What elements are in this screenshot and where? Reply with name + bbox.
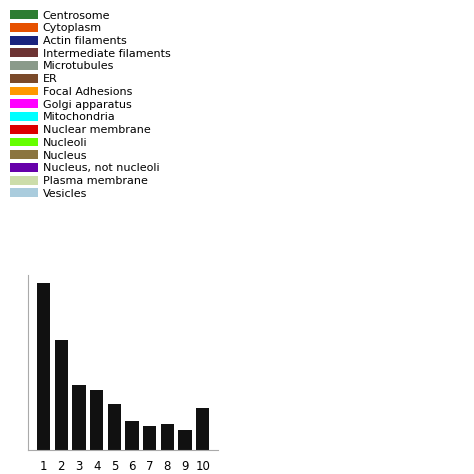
Bar	[126, 421, 139, 450]
Bar	[108, 404, 121, 450]
Bar	[37, 283, 50, 450]
Bar	[90, 390, 103, 450]
Bar	[73, 385, 86, 450]
Legend: Centrosome, Cytoplasm, Actin filaments, Intermediate filaments, Microtubules, ER: Centrosome, Cytoplasm, Actin filaments, …	[10, 10, 170, 199]
Bar	[143, 426, 156, 450]
Bar	[179, 429, 192, 450]
Bar	[161, 424, 174, 450]
Bar	[196, 408, 210, 450]
Bar	[55, 340, 68, 450]
